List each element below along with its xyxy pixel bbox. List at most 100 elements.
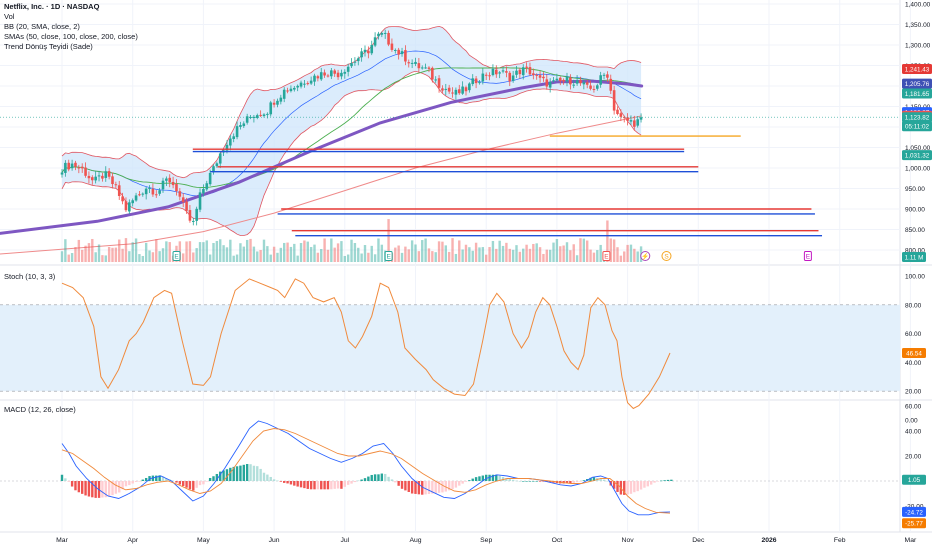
macd-histogram-bar xyxy=(505,478,508,481)
macd-histogram-bar xyxy=(165,478,168,481)
macd-histogram-bar xyxy=(266,474,269,481)
event-marker[interactable]: S xyxy=(661,251,672,261)
volume-bar xyxy=(148,250,151,262)
macd-histogram-bar xyxy=(178,481,182,485)
macd-histogram-bar xyxy=(74,481,77,491)
volume-bar xyxy=(407,249,410,262)
macd-histogram-bar xyxy=(626,481,629,495)
candle-body xyxy=(104,171,108,178)
support-resistance-levels[interactable] xyxy=(192,135,823,237)
volume-bar xyxy=(357,247,360,262)
candle-body xyxy=(633,120,636,127)
candle-body xyxy=(188,210,192,221)
macd-histogram-bar xyxy=(474,477,478,481)
sma100-line xyxy=(0,79,644,235)
legend-macd[interactable]: MACD (12, 26, close) xyxy=(4,405,76,414)
volume-bar xyxy=(198,242,202,262)
macd-histogram-bar xyxy=(370,474,373,481)
price-legend: Netflix, Inc. · 1D · NASDAQ Vol BB (20, … xyxy=(4,2,138,52)
macd-histogram-bar xyxy=(454,481,458,488)
volume-bar xyxy=(104,255,107,262)
volume-bar xyxy=(128,251,131,262)
macd-tag-text: 1.05 xyxy=(908,477,921,484)
event-marker-glyph: ⚡ xyxy=(641,253,649,261)
time-axis[interactable]: Mar Apr May Jun Jul Aug Sep Oct Nov Dec 2026 Feb Mar xyxy=(56,537,917,544)
macd-histogram-bar xyxy=(279,481,283,482)
legend-stoch[interactable]: Stoch (10, 3, 3) xyxy=(4,272,56,281)
time-axis-tick: Jul xyxy=(340,537,349,544)
event-marker[interactable]: E xyxy=(172,251,181,261)
volume-bar xyxy=(101,255,104,262)
candle-body xyxy=(319,72,323,80)
macd-histogram-bar xyxy=(653,481,656,483)
volume-bar xyxy=(454,253,458,262)
candle-body xyxy=(107,171,111,177)
volume-bar xyxy=(485,254,488,262)
candle-body xyxy=(276,100,279,105)
event-marker[interactable]: ⚡ xyxy=(640,251,651,261)
volume-bar xyxy=(121,248,124,262)
time-axis-tick: 2026 xyxy=(761,537,776,544)
macd-histogram-bar xyxy=(272,479,276,481)
volume-bar xyxy=(481,247,485,262)
volume-bar xyxy=(434,252,437,262)
candle-body xyxy=(303,83,306,85)
volume-bar xyxy=(70,253,74,262)
legend-smas[interactable]: SMAs (50, close, 100, close, 200, close) xyxy=(4,32,138,41)
macd-histogram-bar xyxy=(592,477,596,481)
macd-histogram-bar xyxy=(225,469,229,481)
volume-bar xyxy=(215,240,219,262)
candle-body xyxy=(471,78,475,85)
candle-body xyxy=(538,75,542,78)
candle-body xyxy=(340,72,343,77)
macd-histogram-bar xyxy=(599,478,602,481)
event-marker[interactable]: E xyxy=(602,251,611,261)
candle-body xyxy=(451,92,454,94)
price-axis-tick: 1,050.00 xyxy=(905,145,931,152)
volume-tag-bg xyxy=(902,252,926,262)
candle-body xyxy=(370,45,374,54)
volume-bar xyxy=(555,239,559,262)
volume-bar xyxy=(94,252,97,262)
macd-histogram-bar xyxy=(548,481,552,483)
candle-body xyxy=(518,69,522,75)
candle-body xyxy=(447,87,451,92)
legend-trend[interactable]: Trend Dönüş Teyidi (Sade) xyxy=(4,42,93,51)
volume-bar xyxy=(131,242,134,262)
price-axis-tick: 850.00 xyxy=(905,227,925,234)
volume-bar xyxy=(394,247,397,262)
macd-histogram-bar xyxy=(461,481,464,484)
event-marker[interactable]: E xyxy=(384,251,393,261)
volume-bar xyxy=(451,238,454,262)
macd-histogram-bar xyxy=(373,474,377,481)
volume-bar xyxy=(575,255,579,262)
macd-histogram-bar xyxy=(316,481,320,490)
volume-bar xyxy=(586,240,589,262)
candle-body xyxy=(474,78,478,84)
candle-body xyxy=(481,73,485,82)
legend-vol[interactable]: Vol xyxy=(4,12,15,21)
candle-body xyxy=(407,62,411,64)
macd-histogram-bar xyxy=(309,481,313,490)
macd-histogram-bar xyxy=(471,478,474,481)
macd-histogram-bar xyxy=(249,464,252,481)
volume-bar xyxy=(363,245,367,262)
macd-histogram-bar xyxy=(444,481,447,492)
macd-histogram-bar xyxy=(87,481,91,497)
candle-body xyxy=(521,67,525,76)
event-marker[interactable]: E xyxy=(803,251,812,261)
macd-histogram-bar xyxy=(660,480,663,482)
volume-bar xyxy=(114,247,118,262)
symbol-title[interactable]: Netflix, Inc. · 1D · NASDAQ xyxy=(4,2,100,11)
candle-body xyxy=(67,162,71,170)
macd-histogram-bar xyxy=(205,481,208,482)
macd-histogram-bar xyxy=(464,481,468,482)
macd-histogram-bar xyxy=(94,481,97,498)
macd-histogram-bar xyxy=(67,481,70,482)
candle-body xyxy=(91,177,94,181)
macd-histogram-bar xyxy=(542,481,545,482)
candle-body xyxy=(205,183,209,190)
legend-bb[interactable]: BB (20, SMA, close, 2) xyxy=(4,22,80,31)
volume-bar xyxy=(229,239,232,262)
